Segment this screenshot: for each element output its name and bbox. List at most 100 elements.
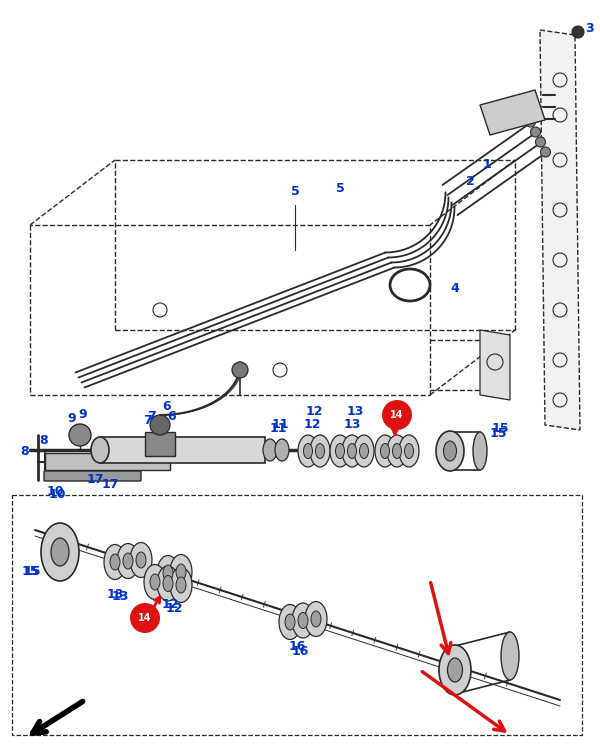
Ellipse shape [163,575,173,592]
Text: 13: 13 [112,590,128,603]
Ellipse shape [298,435,318,467]
Text: 9: 9 [68,412,76,425]
Bar [145,432,175,456]
Ellipse shape [123,553,133,569]
Ellipse shape [335,444,344,459]
Ellipse shape [399,435,419,467]
Text: 16: 16 [292,645,308,658]
Ellipse shape [136,552,146,568]
Ellipse shape [163,565,173,581]
Ellipse shape [330,435,350,467]
Circle shape [536,137,545,147]
Ellipse shape [347,444,356,459]
Ellipse shape [41,523,79,581]
Text: 15: 15 [490,427,508,440]
Ellipse shape [359,444,368,459]
Ellipse shape [392,444,401,459]
Ellipse shape [144,565,166,599]
Text: 15: 15 [23,565,41,578]
Text: 12: 12 [303,418,321,431]
Ellipse shape [275,439,289,461]
Bar [12,495,582,735]
Ellipse shape [342,435,362,467]
Circle shape [382,400,412,430]
Text: 16: 16 [289,640,305,653]
Polygon shape [100,437,265,463]
Ellipse shape [316,444,325,459]
Ellipse shape [170,554,192,589]
Text: 12: 12 [165,602,183,615]
Ellipse shape [91,437,109,463]
Text: 13: 13 [343,418,361,431]
Ellipse shape [130,542,152,577]
Circle shape [572,26,584,38]
Ellipse shape [51,538,69,566]
Text: 5: 5 [290,185,299,198]
Text: 12: 12 [161,598,179,611]
Polygon shape [540,30,580,430]
Ellipse shape [305,601,327,637]
Ellipse shape [304,444,313,459]
Text: 17: 17 [101,478,119,491]
Ellipse shape [157,566,179,601]
Circle shape [232,362,248,378]
Circle shape [530,127,541,137]
Circle shape [541,147,551,157]
Text: 4: 4 [450,282,459,295]
Text: 13: 13 [346,405,364,418]
Ellipse shape [387,435,407,467]
Text: 6: 6 [163,400,172,413]
Ellipse shape [263,439,277,461]
Ellipse shape [375,435,395,467]
Text: 3: 3 [585,22,593,34]
FancyBboxPatch shape [44,471,141,481]
Text: 15: 15 [492,422,509,435]
Ellipse shape [404,444,413,459]
Text: 7: 7 [148,410,157,423]
Text: 6: 6 [167,410,176,423]
Text: 11: 11 [269,422,287,435]
Ellipse shape [310,435,330,467]
Polygon shape [480,90,545,135]
Ellipse shape [380,444,389,459]
Text: 11: 11 [271,418,289,431]
Text: 13: 13 [106,588,124,601]
Ellipse shape [157,556,179,590]
Ellipse shape [448,658,463,682]
Polygon shape [480,330,510,400]
Text: 9: 9 [79,408,88,421]
Polygon shape [45,453,170,470]
Ellipse shape [279,604,301,640]
Ellipse shape [354,435,374,467]
Text: 5: 5 [335,182,344,195]
Text: 7: 7 [143,414,152,427]
Ellipse shape [311,611,321,627]
Circle shape [526,117,536,127]
Ellipse shape [104,545,126,580]
Ellipse shape [298,613,308,628]
Text: 10: 10 [46,485,64,498]
Ellipse shape [501,632,519,680]
Ellipse shape [285,614,295,630]
Text: 14: 14 [138,613,152,623]
Ellipse shape [473,432,487,470]
Text: 12: 12 [305,405,323,418]
Text: 17: 17 [86,473,104,486]
Ellipse shape [443,441,457,461]
Text: 10: 10 [48,488,66,501]
Text: 15: 15 [21,565,39,578]
Text: 1: 1 [482,158,491,171]
Text: 2: 2 [466,175,475,188]
Ellipse shape [150,574,160,590]
Text: 8: 8 [20,445,29,458]
Text: 14: 14 [390,410,404,420]
Ellipse shape [436,431,464,471]
Ellipse shape [292,603,314,638]
Circle shape [150,415,170,435]
Ellipse shape [110,554,120,570]
Ellipse shape [117,544,139,578]
Ellipse shape [170,568,192,602]
Ellipse shape [176,577,186,593]
Ellipse shape [176,564,186,580]
Circle shape [69,424,91,446]
